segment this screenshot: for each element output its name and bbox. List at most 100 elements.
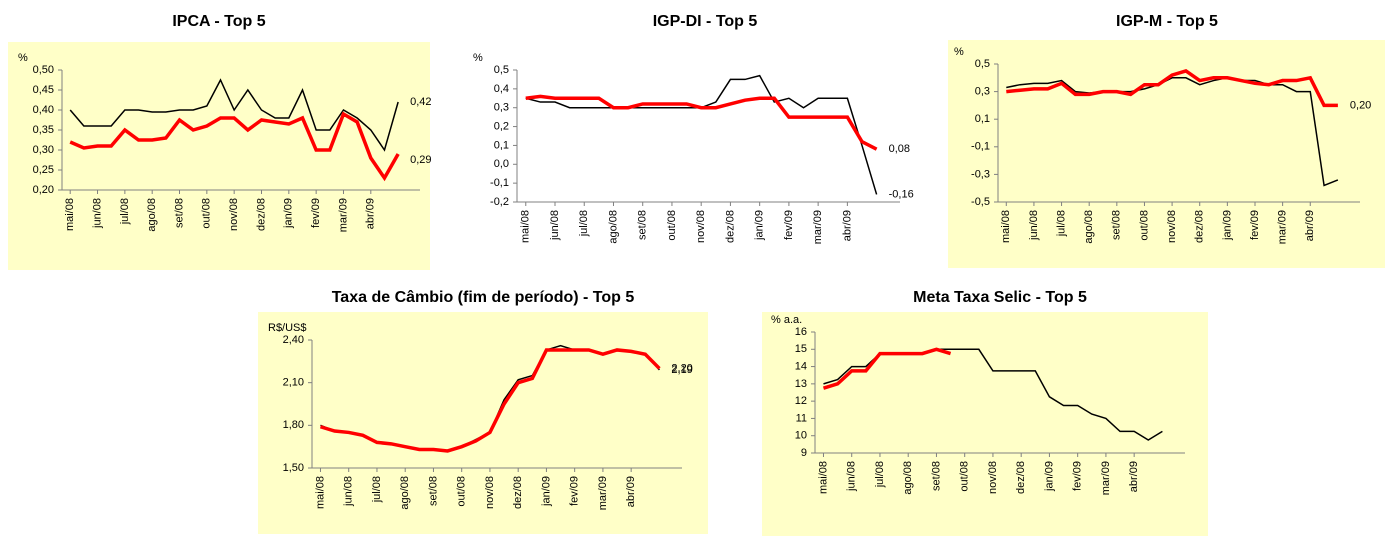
x-tick-label: jan/09 — [540, 476, 552, 507]
series-line — [822, 347, 952, 390]
panel-background — [8, 42, 430, 270]
x-tick-label: nov/08 — [987, 461, 999, 494]
y-tick-label: 0,0 — [494, 158, 509, 170]
x-tick-label: mar/09 — [1277, 210, 1289, 244]
x-tick-label: jul/08 — [1055, 210, 1067, 237]
y-tick-label: 0,35 — [33, 124, 54, 136]
x-tick-label: ago/08 — [607, 210, 619, 244]
x-tick-label: jun/08 — [549, 210, 561, 241]
chart-title: IGP-DI - Top 5 — [653, 13, 758, 30]
x-tick-label: dez/08 — [1015, 461, 1027, 494]
x-tick-label: mai/08 — [64, 198, 76, 231]
x-tick-label: fev/09 — [310, 198, 322, 228]
y-tick-label: 10 — [795, 430, 807, 442]
x-tick-label: abr/09 — [841, 210, 853, 241]
x-tick-label: jan/09 — [754, 210, 766, 241]
x-tick-label: mai/08 — [1000, 210, 1012, 243]
x-tick-label: out/08 — [666, 210, 678, 241]
x-tick-label: mar/09 — [337, 198, 349, 232]
x-tick-label: abr/09 — [625, 476, 637, 507]
y-tick-label: 0,50 — [33, 64, 54, 76]
y-tick-label: -0,1 — [971, 141, 990, 153]
y-tick-label: 12 — [795, 395, 807, 407]
x-tick-label: dez/08 — [724, 210, 736, 243]
y-tick-label: 0,1 — [494, 139, 509, 151]
x-tick-label: jan/09 — [283, 198, 295, 229]
y-tick-label: 0,40 — [33, 104, 54, 116]
y-tick-label: -0,2 — [490, 196, 509, 208]
y-tick-label: 1,50 — [283, 462, 304, 474]
y-tick-label: 2,10 — [283, 377, 304, 389]
x-tick-label: mai/08 — [817, 461, 829, 494]
panel-background — [258, 312, 708, 534]
y-tick-label: 0,5 — [975, 58, 990, 70]
end-label: 0,08 — [889, 143, 910, 155]
x-tick-label: jun/08 — [91, 198, 103, 229]
y-axis-label: R$/US$ — [268, 322, 307, 334]
x-tick-label: nov/08 — [695, 210, 707, 243]
x-tick-label: dez/08 — [255, 198, 267, 231]
end-label: 2,20 — [671, 362, 692, 374]
x-tick-label: jul/08 — [119, 198, 131, 225]
x-tick-label: out/08 — [959, 461, 971, 492]
x-tick-label: fev/09 — [1072, 461, 1084, 491]
x-tick-label: nov/08 — [228, 198, 240, 231]
series-line — [1006, 68, 1338, 108]
x-tick-label: mar/09 — [1100, 461, 1112, 495]
panel-background — [470, 42, 940, 270]
x-tick-label: mai/08 — [314, 476, 326, 509]
x-tick-label: abr/09 — [365, 198, 377, 229]
y-tick-label: 0,30 — [33, 144, 54, 156]
x-tick-label: jan/09 — [1221, 210, 1233, 241]
series-line — [1006, 77, 1339, 187]
series-line — [319, 348, 661, 453]
series-line — [69, 111, 400, 182]
y-tick-label: 11 — [796, 412, 807, 424]
x-tick-label: set/08 — [930, 461, 942, 491]
y-tick-label: -0,1 — [490, 177, 509, 189]
x-tick-label: nov/08 — [1166, 210, 1178, 243]
x-tick-label: set/08 — [637, 210, 649, 240]
end-label: 0,20 — [1350, 99, 1371, 111]
y-tick-label: 16 — [795, 326, 807, 338]
series-line — [525, 94, 878, 151]
x-tick-label: jun/08 — [1028, 210, 1040, 241]
x-tick-label: ago/08 — [399, 476, 411, 510]
x-tick-label: dez/08 — [1194, 210, 1206, 243]
chart-title: IPCA - Top 5 — [172, 13, 265, 30]
y-axis-label: % a.a. — [771, 314, 802, 326]
x-tick-label: out/08 — [1138, 210, 1150, 241]
y-tick-label: 0,20 — [33, 184, 54, 196]
x-tick-label: ago/08 — [902, 461, 914, 495]
x-tick-label: abr/09 — [1128, 461, 1140, 492]
y-tick-label: 0,3 — [975, 86, 990, 98]
y-tick-label: 0,5 — [494, 64, 509, 76]
y-tick-label: 0,2 — [494, 120, 509, 132]
x-tick-label: dez/08 — [512, 476, 524, 509]
x-tick-label: mai/08 — [520, 210, 532, 243]
x-tick-label: ago/08 — [1083, 210, 1095, 244]
y-tick-label: 0,1 — [975, 113, 990, 125]
series-line — [69, 78, 399, 152]
x-tick-label: set/08 — [173, 198, 185, 228]
y-axis-label: % — [473, 52, 483, 64]
x-tick-label: out/08 — [201, 198, 213, 229]
y-tick-label: 1,80 — [283, 419, 304, 431]
x-tick-label: jan/09 — [1043, 461, 1055, 492]
y-tick-label: 0,45 — [33, 84, 54, 96]
end-label: 0,29 — [410, 154, 431, 166]
y-tick-label: -0,5 — [971, 196, 990, 208]
y-tick-label: -0,3 — [971, 168, 990, 180]
x-tick-label: set/08 — [427, 476, 439, 506]
x-tick-label: jul/08 — [371, 476, 383, 503]
end-label: 2,19 — [671, 364, 692, 376]
x-tick-label: fev/09 — [569, 476, 581, 506]
x-tick-label: jul/08 — [578, 210, 590, 237]
x-tick-label: fev/09 — [783, 210, 795, 240]
y-tick-label: 14 — [795, 360, 807, 372]
x-tick-label: abr/09 — [1304, 210, 1316, 241]
panel-background — [762, 312, 1208, 536]
x-tick-label: mar/09 — [812, 210, 824, 244]
y-tick-label: 9 — [801, 447, 807, 459]
x-tick-label: mar/09 — [597, 476, 609, 510]
